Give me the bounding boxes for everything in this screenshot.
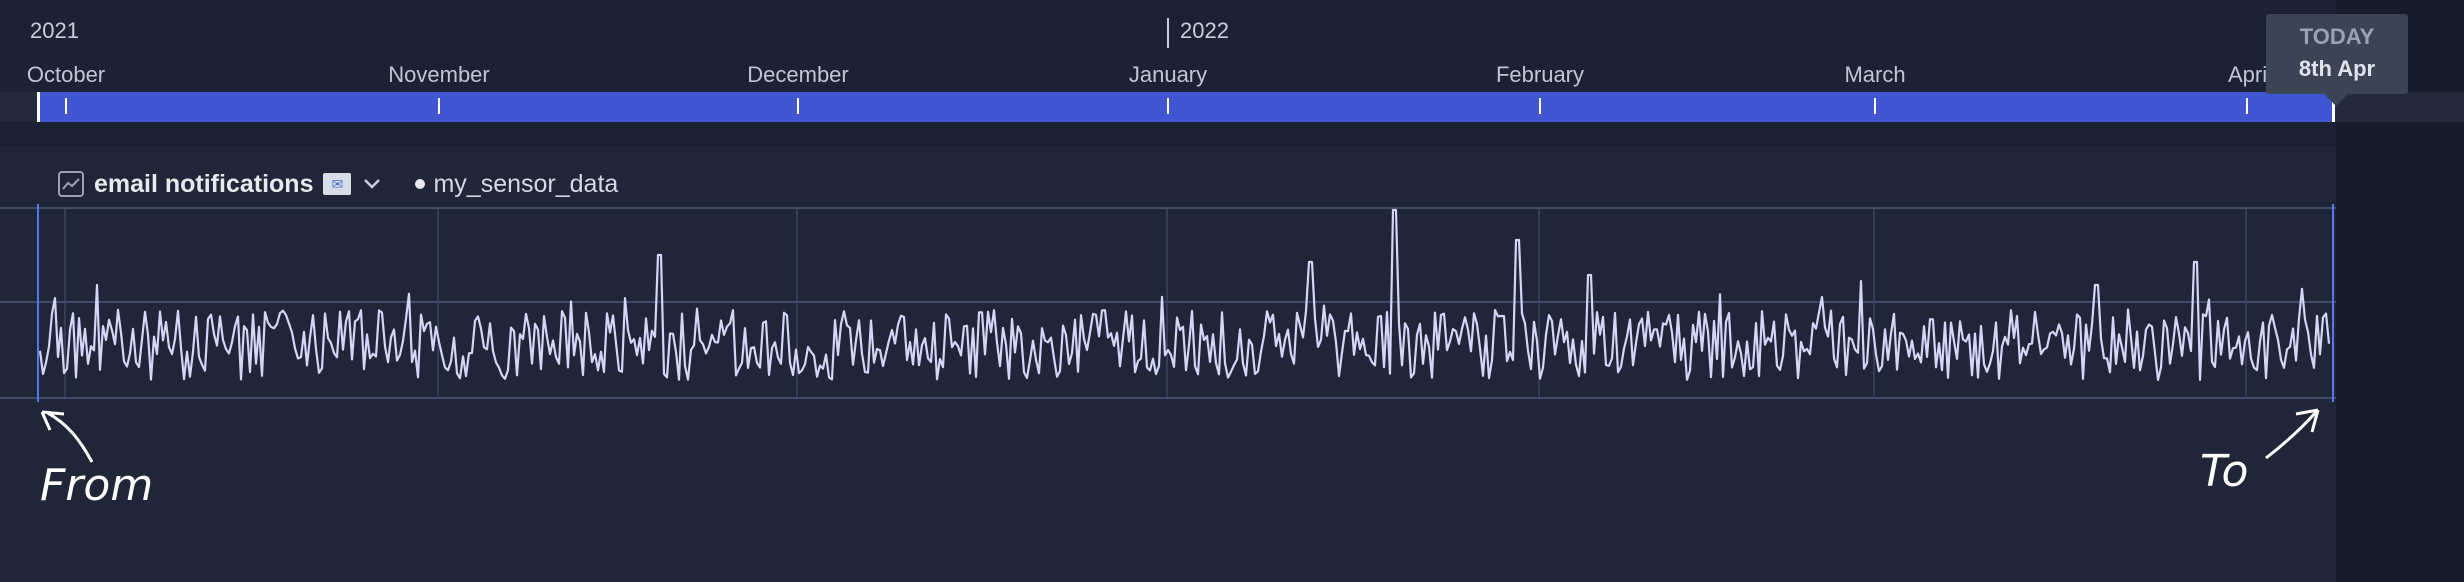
from-arrowhead bbox=[40, 410, 65, 431]
series-dot-icon bbox=[415, 179, 426, 189]
to-arrowhead bbox=[2295, 408, 2320, 433]
from-annotation: From bbox=[40, 460, 154, 511]
line-chart-icon[interactable] bbox=[58, 171, 84, 197]
email-emoji-icon: ✉ bbox=[323, 173, 352, 195]
year-divider bbox=[1167, 18, 1169, 48]
timeline-tick bbox=[1167, 98, 1169, 114]
series-line bbox=[38, 208, 2331, 381]
timeline-selected-range[interactable] bbox=[38, 92, 2334, 122]
month-label-january: January bbox=[1128, 62, 1208, 87]
timeline-tick bbox=[797, 98, 799, 114]
year-label-2022: 2022 bbox=[1180, 18, 1229, 43]
timeline-tick bbox=[1539, 98, 1541, 114]
today-marker[interactable]: TODAY 8th Apr bbox=[2266, 14, 2408, 106]
today-date: 8th Apr bbox=[2298, 56, 2376, 81]
range-start-handle[interactable] bbox=[37, 92, 40, 122]
timeline-tick bbox=[65, 98, 67, 114]
to-arrow bbox=[2265, 411, 2318, 460]
range-end-handle[interactable] bbox=[2332, 92, 2335, 122]
from-arrow bbox=[45, 410, 94, 463]
series-name: my_sensor_data bbox=[433, 169, 619, 198]
today-title: TODAY bbox=[2299, 24, 2375, 49]
month-label-april: April bbox=[2227, 62, 2273, 87]
timeline-tick bbox=[2246, 98, 2248, 114]
to-annotation: To bbox=[2200, 446, 2249, 497]
panel-title[interactable]: email notifications bbox=[94, 169, 314, 198]
year-label-2021: 2021 bbox=[30, 18, 79, 43]
timeline-tick bbox=[1874, 98, 1876, 114]
panel-header: email notifications ✉ my_sensor_data bbox=[58, 166, 618, 202]
legend-item[interactable]: my_sensor_data bbox=[415, 170, 618, 199]
month-label-october: October bbox=[26, 62, 106, 87]
month-label-february: February bbox=[1495, 62, 1585, 87]
month-label-november: November bbox=[388, 62, 490, 87]
chevron-down-icon[interactable] bbox=[361, 173, 383, 195]
timeline-tick bbox=[438, 98, 440, 114]
month-label-march: March bbox=[1844, 62, 1906, 87]
month-label-december: December bbox=[747, 62, 849, 87]
